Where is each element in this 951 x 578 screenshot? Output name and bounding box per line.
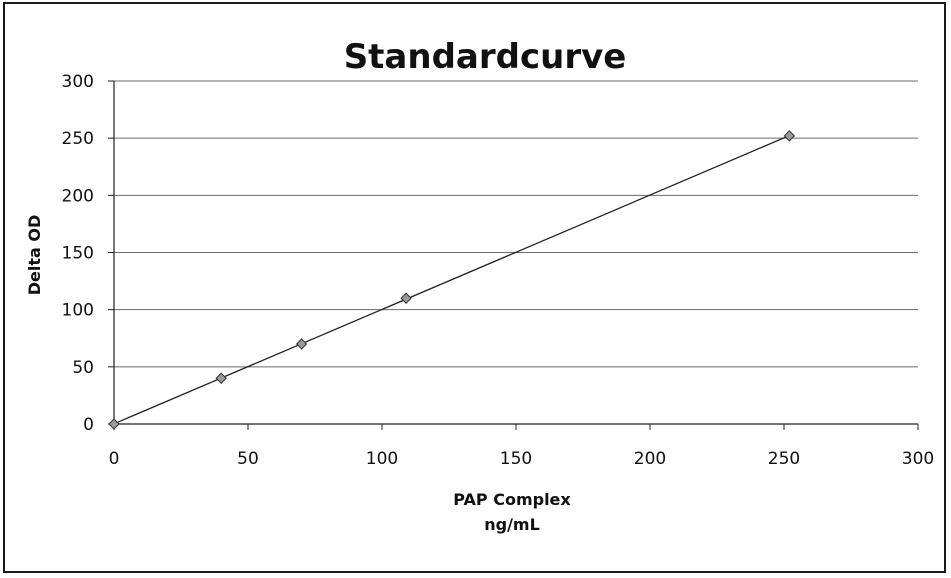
y-tick-label-150: 150 (62, 244, 94, 264)
chart-title: Standardcurve (344, 37, 627, 77)
x-axis-label-line-2: ng/mL (484, 515, 540, 534)
data-point-1 (215, 372, 227, 384)
trendline (113, 134, 790, 425)
y-tick-label-200: 200 (62, 186, 94, 206)
x-tick-label-250: 250 (768, 449, 800, 469)
y-tick-label-300: 300 (62, 72, 94, 92)
data-point-3 (400, 292, 412, 304)
data-point-0 (108, 418, 120, 430)
x-tick-label-100: 100 (366, 449, 398, 469)
axes (108, 80, 919, 430)
chart-frame (3, 2, 946, 573)
trendline-layer (113, 134, 790, 425)
y-tick-label-250: 250 (62, 129, 94, 149)
y-tick-label-100: 100 (62, 301, 94, 321)
x-tick-label-0: 0 (109, 449, 120, 469)
gridlines (114, 80, 918, 368)
tick-labels: 0 50 100 150 200 250 300 0 50 100 150 200 250 300 (62, 72, 935, 469)
x-tick-label-50: 50 (237, 449, 259, 469)
data-points (108, 130, 796, 430)
y-axis-label: Delta OD (25, 215, 44, 296)
y-tick-label-0: 0 (83, 415, 94, 435)
x-tick-label-150: 150 (500, 449, 532, 469)
data-point-2 (295, 338, 308, 350)
data-point-4 (783, 130, 796, 142)
x-tick-label-200: 200 (634, 449, 666, 469)
x-tick-label-300: 300 (902, 449, 934, 469)
x-axis-label-line-1: PAP Complex (453, 490, 571, 509)
y-tick-label-50: 50 (72, 358, 94, 378)
